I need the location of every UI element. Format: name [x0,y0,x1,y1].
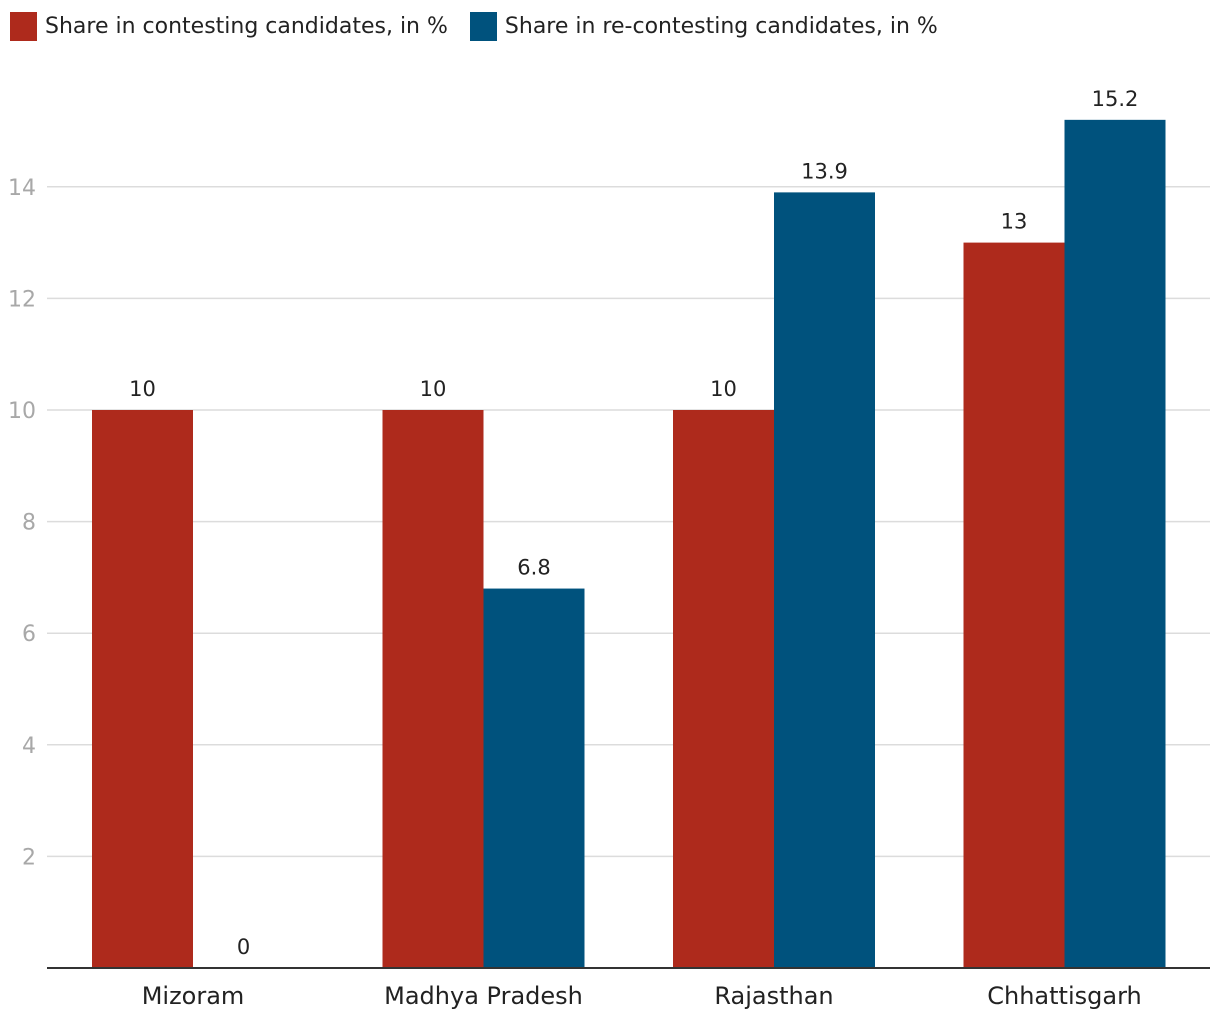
y-tick-label-10: 10 [8,399,36,424]
data-label-recontesting-3: 15.2 [1092,87,1139,111]
y-tick-label-14: 14 [8,176,36,201]
y-tick-label-6: 6 [22,622,36,647]
legend-label-recontesting: Share in re-contesting candidates, in % [504,14,938,39]
bar-contesting-0 [92,410,193,968]
data-label-recontesting-0: 0 [237,935,250,959]
bar-contesting-1 [382,410,484,968]
x-category-label-3: Chhattisgarh [987,982,1141,1010]
bar-contesting-3 [963,242,1065,969]
y-tick-label-8: 8 [22,511,36,536]
data-label-recontesting-2: 13.9 [801,159,848,183]
bar-recontesting-2 [774,192,875,968]
data-label-contesting-0: 10 [129,377,156,401]
y-tick-label-12: 12 [8,287,36,312]
legend: Share in contesting candidates, in % Sha… [10,12,938,41]
x-category-label-1: Madhya Pradesh [384,982,583,1010]
legend-item-recontesting: Share in re-contesting candidates, in % [469,12,938,41]
bar-recontesting-1 [483,588,585,968]
y-tick-label-2: 2 [22,845,36,870]
legend-item-contesting: Share in contesting candidates, in % [10,12,448,41]
bar-contesting-2 [673,410,774,968]
legend-swatch-contesting [10,12,37,41]
data-label-recontesting-1: 6.8 [517,556,550,580]
data-label-contesting-2: 10 [710,377,737,401]
data-label-contesting-1: 10 [420,377,447,401]
x-category-label-0: Mizoram [142,982,245,1010]
bar-recontesting-3 [1064,119,1166,969]
data-label-contesting-3: 13 [1001,210,1028,234]
y-tick-label-4: 4 [22,734,36,759]
legend-label-contesting: Share in contesting candidates, in % [45,14,448,39]
x-category-label-2: Rajasthan [714,982,833,1010]
legend-swatch-recontesting [469,12,497,41]
